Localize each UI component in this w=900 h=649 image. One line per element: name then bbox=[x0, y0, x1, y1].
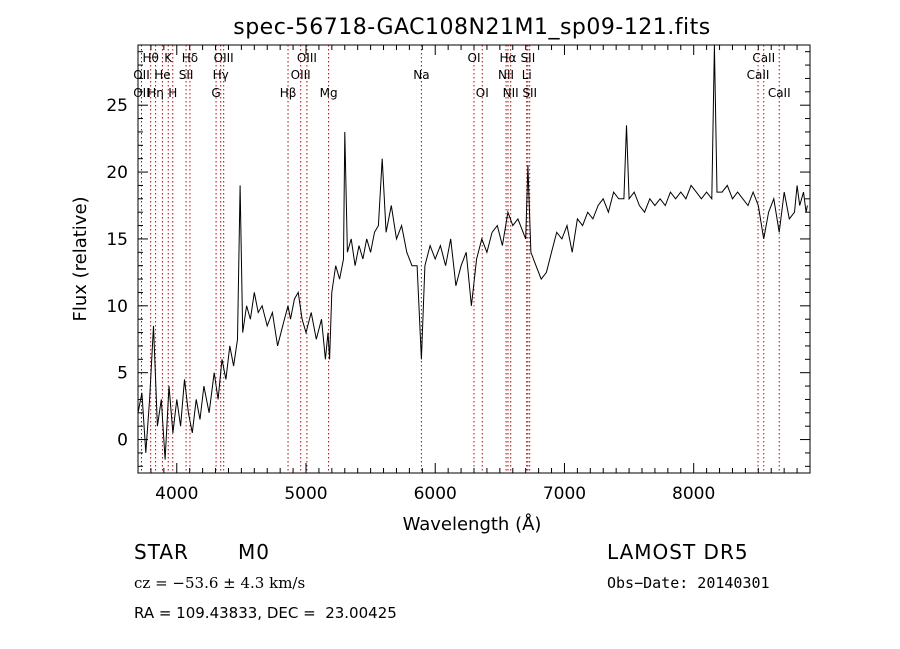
spectrum-series-line bbox=[137, 44, 808, 460]
spectral-line-label: Hδ bbox=[182, 51, 198, 65]
x-tick-label: 8000 bbox=[672, 484, 715, 504]
chart-title: spec-56718-GAC108N21M1_sp09-121.fits bbox=[233, 15, 711, 40]
spectral-line-label: K bbox=[164, 51, 173, 65]
spectral-line-label: OII bbox=[133, 86, 150, 100]
spectral-line-label: He bbox=[154, 68, 170, 82]
spectral-line-label: NII bbox=[498, 68, 514, 82]
spectral-line-label: SII bbox=[179, 68, 194, 82]
x-axis-ticks: 4000 5000 6000 7000 8000 bbox=[137, 45, 811, 504]
coordinates: RA = 109.43833, DEC = 23.00425 bbox=[134, 604, 397, 622]
spectral-line-label: Hα bbox=[500, 51, 517, 65]
spectral-line-label: G bbox=[211, 86, 220, 100]
y-axis-label: Flux (relative) bbox=[70, 196, 91, 321]
redshift-velocity: cz = −53.6 ± 4.3 km/s bbox=[134, 574, 306, 592]
y-tick-label: 0 bbox=[117, 431, 128, 451]
spectral-line-label: Hθ bbox=[142, 51, 158, 65]
spectral-line-label: OII bbox=[133, 68, 150, 82]
observation-date: Obs−Date: 20140301 bbox=[607, 574, 770, 592]
spectrum-chart: spec-56718-GAC108N21M1_sp09-121.fits Hθ O… bbox=[70, 15, 811, 535]
x-tick-label: 4000 bbox=[155, 484, 198, 504]
spectral-line-label: OIII bbox=[291, 68, 311, 82]
spectral-line-label: CaII bbox=[752, 51, 775, 65]
spectral-line-label: OIII bbox=[214, 51, 234, 65]
x-tick-label: 5000 bbox=[284, 484, 327, 504]
spectral-line-label: CaII bbox=[747, 68, 770, 82]
x-tick-label: 7000 bbox=[543, 484, 586, 504]
spectral-line-label: Hβ bbox=[280, 86, 297, 100]
y-tick-label: 5 bbox=[117, 364, 128, 384]
spectral-line-label: SII bbox=[522, 86, 537, 100]
spectral-line-label: Li bbox=[522, 68, 532, 82]
x-tick-label: 6000 bbox=[414, 484, 457, 504]
spectral-line-label: Na bbox=[413, 68, 429, 82]
spectral-line-label: NII bbox=[503, 86, 519, 100]
survey-name: LAMOST DR5 bbox=[607, 540, 749, 564]
y-tick-label: 20 bbox=[106, 163, 128, 183]
object-class: STAR bbox=[134, 540, 189, 564]
y-axis-ticks: 0 5 10 15 20 25 bbox=[106, 51, 810, 467]
spectral-line-label: OIII bbox=[297, 51, 317, 65]
spectral-line-label: CaII bbox=[768, 86, 791, 100]
spectral-line-label: Hγ bbox=[213, 68, 229, 82]
spectral-line-label: OI bbox=[468, 51, 481, 65]
y-tick-label: 25 bbox=[106, 96, 128, 116]
object-subclass: M0 bbox=[238, 540, 270, 564]
spectral-line-label: OI bbox=[476, 86, 489, 100]
x-axis-label: Wavelength (Å) bbox=[403, 513, 542, 535]
spectral-line-label: Hη bbox=[147, 86, 164, 100]
spectral-line-markers bbox=[140, 45, 780, 473]
y-tick-label: 10 bbox=[106, 297, 128, 317]
spectral-line-label: Mg bbox=[320, 86, 338, 100]
y-tick-label: 15 bbox=[106, 230, 128, 250]
spectral-line-label: H bbox=[168, 86, 177, 100]
spectral-line-label: SII bbox=[521, 51, 536, 65]
